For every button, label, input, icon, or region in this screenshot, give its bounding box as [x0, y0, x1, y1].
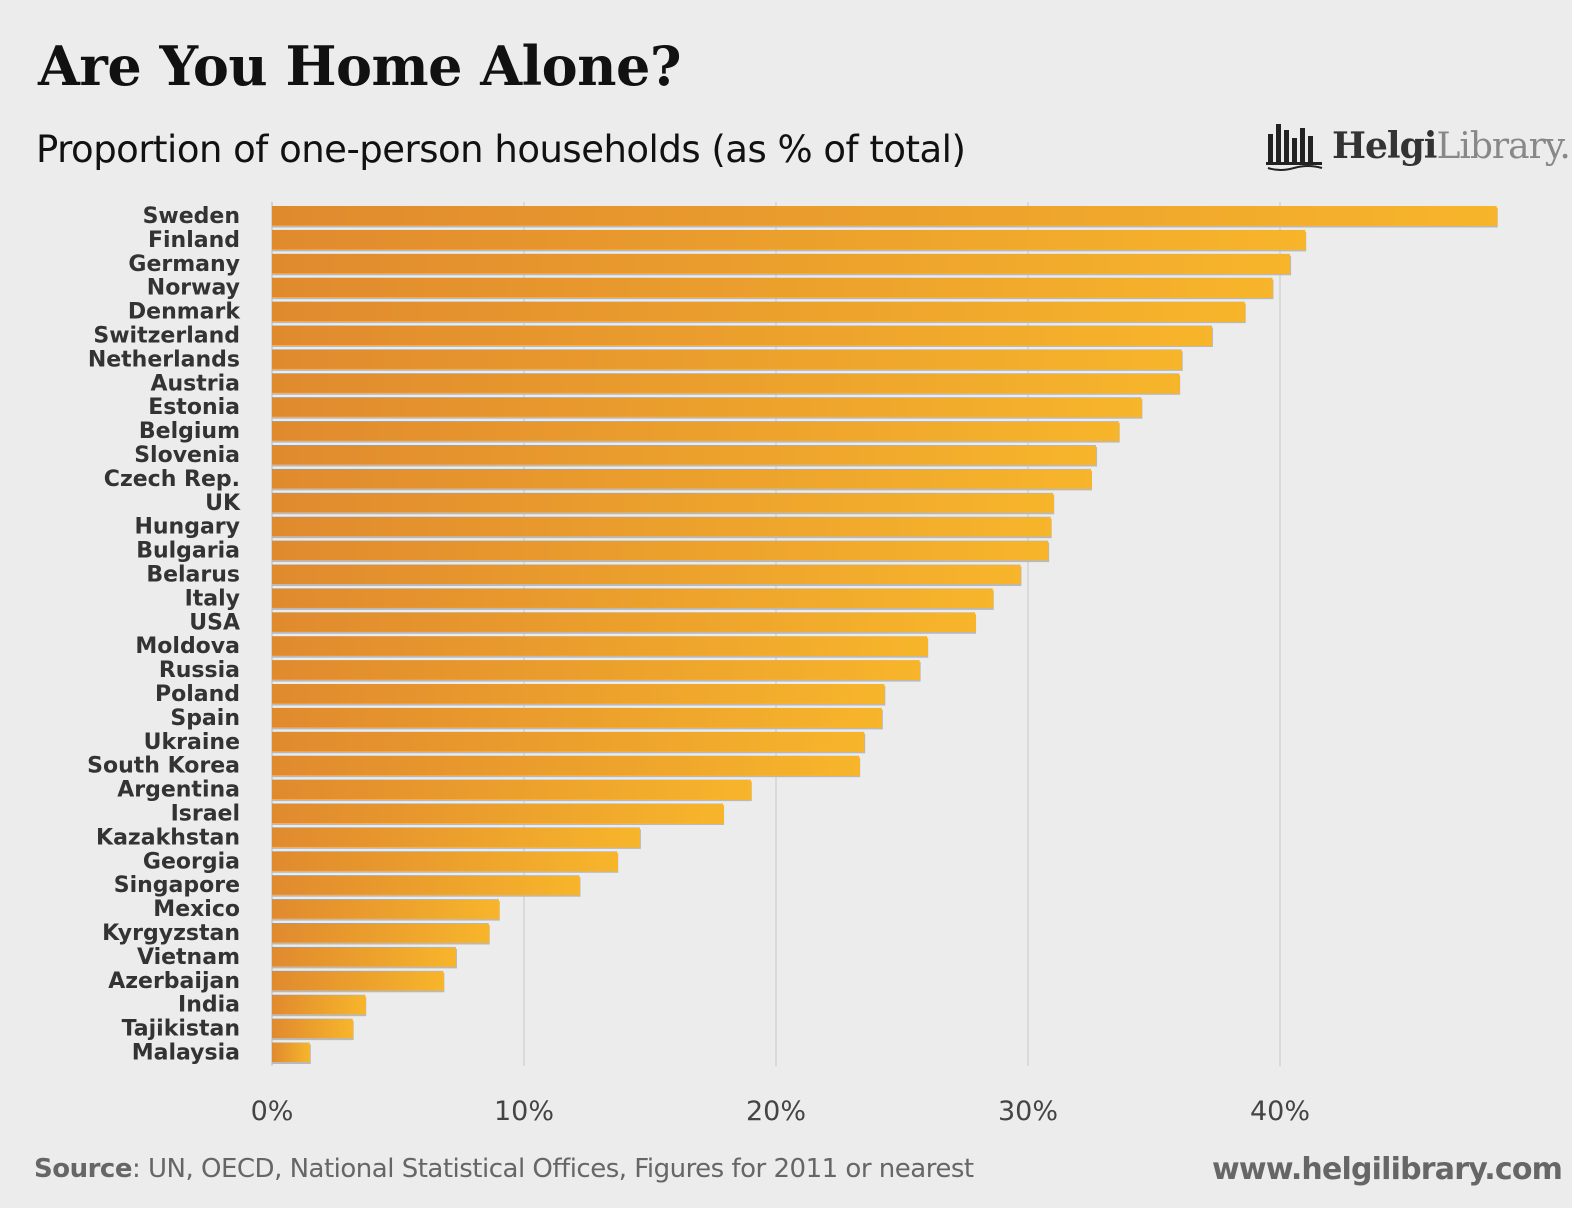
bar — [272, 803, 724, 823]
bar — [272, 731, 865, 752]
category-label: Estonia — [148, 395, 240, 420]
library-columns-icon — [1266, 124, 1323, 171]
x-tick-label: 40% — [1250, 1096, 1310, 1127]
bar — [272, 1042, 310, 1062]
category-label: Belarus — [146, 563, 240, 588]
bar — [272, 468, 1091, 489]
bar — [272, 970, 444, 991]
category-label: Italy — [185, 586, 240, 611]
x-tick-label: 30% — [998, 1096, 1058, 1127]
bar — [272, 755, 860, 776]
bar — [272, 229, 1306, 250]
category-label: Czech Rep. — [104, 467, 240, 492]
category-label: Bulgaria — [136, 539, 240, 564]
category-label: Norway — [147, 276, 240, 301]
category-label: Kyrgyzstan — [102, 921, 240, 946]
category-label: Moldova — [135, 634, 240, 659]
category-label: UK — [205, 491, 241, 516]
category-label: Poland — [155, 682, 240, 707]
x-tick-label: 0% — [251, 1096, 294, 1127]
bar — [272, 923, 489, 943]
bar — [272, 492, 1054, 513]
category-label: Finland — [148, 228, 240, 253]
category-label: South Korea — [87, 754, 240, 779]
bar — [272, 253, 1291, 274]
helgi-library-logo: HelgiLibrary. — [1266, 120, 1571, 172]
bar — [272, 397, 1142, 417]
bar — [272, 660, 920, 680]
category-label: Mexico — [153, 897, 240, 922]
category-label: Argentina — [117, 778, 240, 803]
bar — [272, 899, 499, 919]
category-label: Belgium — [139, 419, 240, 444]
bar — [272, 684, 885, 704]
bar — [272, 349, 1182, 369]
category-label: Russia — [159, 658, 240, 683]
category-label: Israel — [171, 802, 240, 827]
bar — [272, 1018, 353, 1039]
bar — [272, 445, 1097, 465]
bar — [272, 277, 1273, 298]
bar — [272, 827, 640, 847]
category-labels: SwedenFinlandGermanyNorwayDenmarkSwitzer… — [87, 204, 241, 1066]
category-label: Germany — [128, 252, 240, 277]
x-tick-label: 10% — [494, 1096, 554, 1127]
category-label: Denmark — [128, 300, 241, 325]
category-label: USA — [189, 610, 240, 635]
category-label: Switzerland — [93, 324, 240, 349]
bar — [272, 588, 993, 608]
bar — [272, 206, 1497, 226]
bar — [272, 540, 1049, 561]
x-tick-labels: 0% 10% 20% 30% 40% — [251, 1096, 1310, 1127]
category-label: Malaysia — [132, 1041, 240, 1066]
bar — [272, 994, 366, 1015]
bar — [272, 373, 1180, 393]
category-label: Tajikistan — [122, 1017, 240, 1042]
chart-subtitle: Proportion of one-person households (as … — [36, 128, 966, 171]
bar — [272, 851, 618, 871]
category-label: Sweden — [143, 204, 240, 229]
bar — [272, 875, 580, 895]
bar — [272, 636, 928, 656]
bar — [272, 946, 456, 967]
website-link[interactable]: www.helgilibrary.com — [1212, 1152, 1563, 1187]
category-label: Spain — [170, 706, 240, 731]
category-label: Georgia — [143, 849, 240, 874]
category-label: Singapore — [114, 873, 240, 898]
bar — [272, 421, 1119, 441]
bar — [272, 779, 751, 800]
category-label: Austria — [150, 371, 240, 396]
bar — [272, 612, 976, 632]
category-label: Hungary — [134, 515, 240, 540]
bar — [272, 564, 1021, 584]
bar — [272, 325, 1212, 345]
category-label: Azerbaijan — [108, 969, 240, 994]
x-tick-label: 20% — [746, 1096, 806, 1127]
category-label: Ukraine — [144, 730, 240, 755]
logo-text: HelgiLibrary. — [1332, 125, 1571, 167]
source-note: Source: UN, OECD, National Statistical O… — [34, 1154, 974, 1184]
bar — [272, 516, 1051, 537]
category-label: Netherlands — [88, 347, 240, 372]
category-label: Kazakhstan — [96, 825, 240, 850]
bar — [272, 301, 1245, 322]
bars — [272, 206, 1498, 1064]
category-label: Vietnam — [137, 945, 240, 970]
category-label: India — [178, 993, 240, 1018]
chart-title: Are You Home Alone? — [38, 34, 681, 98]
bar — [272, 707, 882, 728]
category-label: Slovenia — [134, 443, 240, 468]
